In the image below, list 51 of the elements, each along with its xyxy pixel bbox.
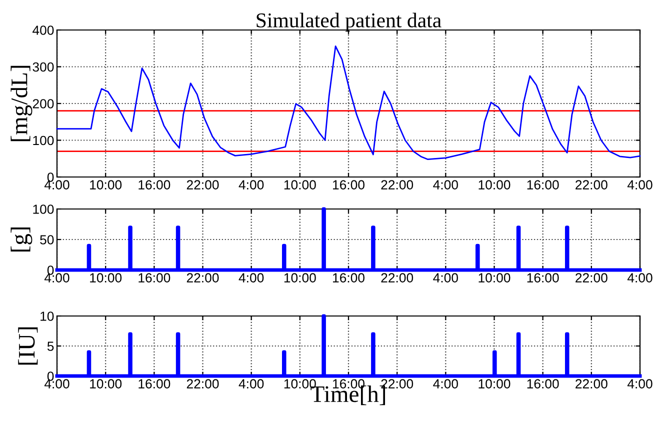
x-tick-label: 4:00 [238,180,264,190]
x-tick-label: 22:00 [186,379,219,388]
x-tick-label: 22:00 [576,273,608,282]
y-tick-label: 100 [33,204,54,214]
x-tick-label: 16:00 [333,180,364,190]
x-tick-label: 16:00 [333,273,364,282]
x-tick-label: 10:00 [90,180,122,190]
x-tick-label: 16:00 [138,379,170,388]
x-tick-label: 16:00 [138,273,170,282]
y-tick-label: 5 [47,342,54,351]
y-tick-label: 200 [32,99,54,108]
x-tick-label: 16:00 [527,180,559,190]
x-tick-label: 4:00 [238,379,264,388]
x-tick-label: 22:00 [381,273,414,282]
x-tick-label: 10:00 [284,273,316,282]
y-axis-title: [mg/dL] [10,66,32,142]
y-axis-title: [IU] [18,327,38,365]
x-tick-label: 4:00 [44,180,70,190]
x-tick-label: 4:00 [238,273,264,282]
x-tick-label: 16:00 [138,180,170,190]
x-tick-label: 4:00 [433,273,458,282]
x-tick-label: 22:00 [381,180,414,190]
y-tick-label: 100 [33,136,54,146]
y-tick-label: 10 [40,312,54,321]
x-tick-label: 22:00 [576,180,608,190]
y-tick-label: 50 [40,235,54,244]
x-tick-label: 10:00 [284,180,316,190]
x-tick-label: 4:00 [627,273,652,282]
y-tick-label: 0 [47,172,54,182]
y-tick-label: 0 [47,266,54,275]
x-tick-label: 4:00 [44,273,70,282]
x-tick-label: 10:00 [90,379,122,388]
x-tick-label: 16:00 [527,273,559,282]
x-tick-label: 10:00 [478,379,510,388]
y-tick-label: 400 [32,26,54,35]
x-tick-label: 10:00 [478,273,510,282]
x-tick-label: 4:00 [433,379,458,388]
x-tick-label: 4:00 [433,180,458,190]
x-tick-label: 4:00 [627,379,652,388]
y-tick-label: 0 [47,372,54,381]
x-tick-label: 22:00 [186,180,219,190]
x-tick-label: 4:00 [44,379,70,388]
chart-title: Simulated patient data [256,12,442,32]
y-tick-label: 300 [32,62,54,72]
x-tick-label: 4:00 [627,180,652,190]
x-tick-label: 22:00 [186,273,219,282]
x-tick-label: 16:00 [527,379,559,388]
x-tick-label: 10:00 [90,273,122,282]
y-axis-title: [g] [10,227,32,252]
x-tick-label: 22:00 [576,379,608,388]
x-tick-label: 10:00 [478,180,510,190]
